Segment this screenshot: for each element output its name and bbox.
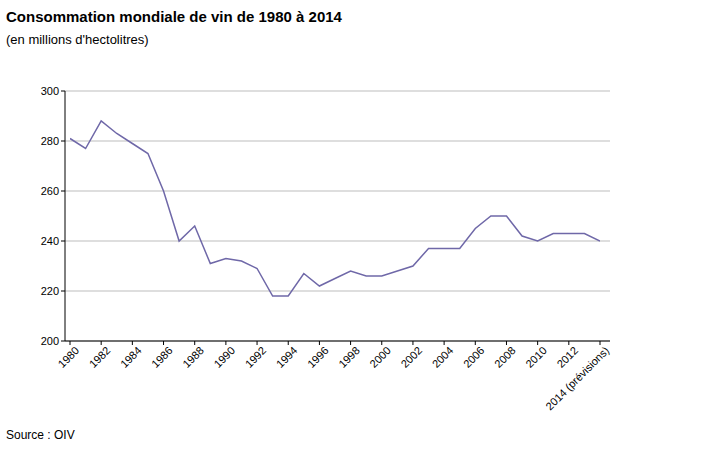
svg-text:280: 280 — [41, 135, 59, 147]
svg-text:1990: 1990 — [211, 344, 237, 370]
svg-text:1988: 1988 — [180, 344, 206, 370]
svg-text:1982: 1982 — [87, 344, 113, 370]
svg-text:2006: 2006 — [461, 344, 487, 370]
html-text:Consommation mondiale de vin d: Consommation mondiale de vin de 1980 à 2… — [6, 8, 342, 25]
svg-text:1992: 1992 — [243, 344, 269, 370]
svg-text:2000: 2000 — [367, 344, 393, 370]
svg-text:200: 200 — [41, 335, 59, 347]
svg-text:2014 (prévisions): 2014 (prévisions) — [543, 344, 611, 412]
svg-text:2004: 2004 — [430, 344, 456, 370]
svg-text:2010: 2010 — [523, 344, 549, 370]
svg-text:1996: 1996 — [305, 344, 331, 370]
svg-text:1980: 1980 — [56, 344, 82, 370]
svg-text:1998: 1998 — [336, 344, 362, 370]
svg-text:2002: 2002 — [398, 344, 424, 370]
svg-text:1986: 1986 — [149, 344, 175, 370]
svg-text:1984: 1984 — [118, 344, 144, 370]
svg-text:260: 260 — [41, 185, 59, 197]
svg-text:1994: 1994 — [274, 344, 300, 370]
html-text:(en millions d'hectolitres): (en millions d'hectolitres) — [6, 32, 149, 47]
svg-text:2012: 2012 — [554, 344, 580, 370]
svg-text:300: 300 — [41, 85, 59, 97]
svg-text:240: 240 — [41, 235, 59, 247]
svg-text:2008: 2008 — [492, 344, 518, 370]
html-text:Source : OIV: Source : OIV — [6, 428, 75, 442]
svg-text:220: 220 — [41, 285, 59, 297]
